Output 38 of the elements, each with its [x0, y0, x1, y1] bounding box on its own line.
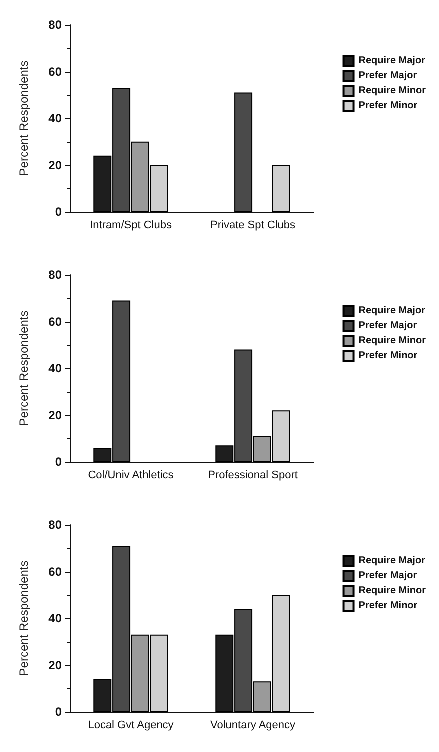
y-tick-label: 60 [48, 64, 62, 79]
y-tick-label: 20 [48, 158, 62, 172]
y-tick-label: 20 [48, 658, 62, 672]
y-tick-label: 20 [48, 408, 62, 422]
legend-label: Require Minor [358, 586, 426, 596]
y-tick-label: 60 [48, 314, 62, 329]
y-tick-label: 0 [55, 455, 62, 469]
y-tick-label: 40 [48, 112, 62, 126]
y-axis-title: Percent Respondents [17, 60, 31, 176]
y-axis-title: Percent Respondents [17, 310, 31, 426]
bar [272, 165, 290, 212]
y-axis-title: Percent Respondents [17, 560, 31, 676]
legend-label: Prefer Major [358, 570, 418, 582]
legend-label: Prefer Minor [358, 100, 418, 112]
legend-label: Prefer Minor [358, 600, 418, 612]
legend-label: Prefer Minor [358, 350, 418, 362]
x-tick-label: Local Gvt Agency [88, 720, 174, 732]
legend-label: Prefer Major [358, 70, 418, 82]
y-tick-label: 80 [48, 518, 62, 532]
legend-label: Require Major [358, 556, 426, 566]
legend-label: Require Major [358, 306, 426, 316]
y-tick-label: 40 [48, 612, 62, 626]
x-tick-label: Private Spt Clubs [210, 220, 296, 232]
legend-label: Require Minor [358, 86, 426, 96]
x-tick-label: Col/Univ Athletics [88, 470, 174, 482]
x-tick-label: Voluntary Agency [210, 720, 296, 732]
y-tick-label: 80 [48, 268, 62, 282]
x-tick-label: Intram/Spt Clubs [90, 220, 172, 232]
y-tick-label: 40 [48, 362, 62, 376]
legend-label: Require Major [358, 56, 426, 66]
y-tick-label: 0 [55, 705, 62, 719]
y-tick-label: 80 [48, 18, 62, 32]
bar [234, 92, 253, 212]
y-tick-label: 0 [55, 205, 62, 219]
x-tick-label: Professional Sport [208, 470, 298, 482]
legend-label: Require Minor [358, 336, 426, 346]
legend-label: Prefer Major [358, 320, 418, 332]
y-tick-label: 60 [48, 564, 62, 579]
